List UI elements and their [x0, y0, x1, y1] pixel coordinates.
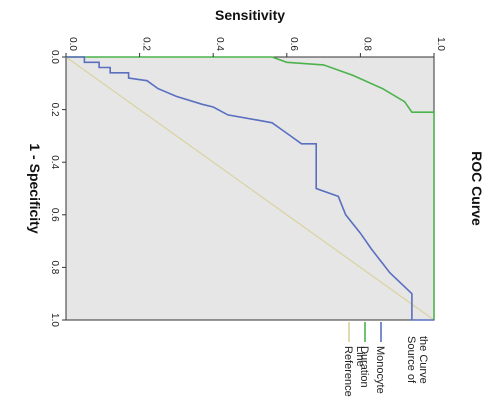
legend-label-reference-line: ReferenceLine	[342, 346, 366, 397]
legend-title: Source ofthe Curve	[405, 336, 429, 384]
x-tick-label: 0.4	[49, 155, 60, 169]
legend-label-duration: Duration	[358, 346, 370, 388]
chart-marks	[65, 56, 435, 321]
series-line-duration	[66, 56, 435, 320]
tick-labels: 0.0 0.2 0.4 0.6 0.8 1.0 0.0 0.2 0.4 0.6 0.8 1.0	[49, 37, 446, 327]
x-axis-label: 1 - Specificity	[27, 143, 43, 233]
y-tick-label: 0.6	[288, 37, 299, 51]
y-tick-label: 0.8	[361, 37, 372, 51]
legend: Source ofthe Curve Monocyte DurationRefer…	[342, 322, 429, 397]
y-tick-label: 0.0	[67, 37, 78, 51]
x-tick-label: 1.0	[49, 313, 60, 327]
x-tick-label: 0.0	[49, 50, 60, 64]
legend-label-monocyte: Monocyte	[374, 346, 386, 394]
y-tick-label: 0.4	[214, 37, 225, 51]
chart-title: ROC Curve	[469, 151, 485, 226]
y-tick-label: 0.2	[141, 37, 152, 51]
series-line-reference-line	[65, 56, 435, 321]
x-tick-label: 0.2	[49, 103, 60, 117]
x-tick-label: 0.6	[49, 208, 60, 222]
x-tick-label: 0.8	[49, 260, 60, 274]
y-axis-label: Sensitivity	[215, 7, 285, 23]
y-tick-label: 1.0	[435, 37, 446, 51]
series-line-monocyte	[66, 56, 434, 321]
